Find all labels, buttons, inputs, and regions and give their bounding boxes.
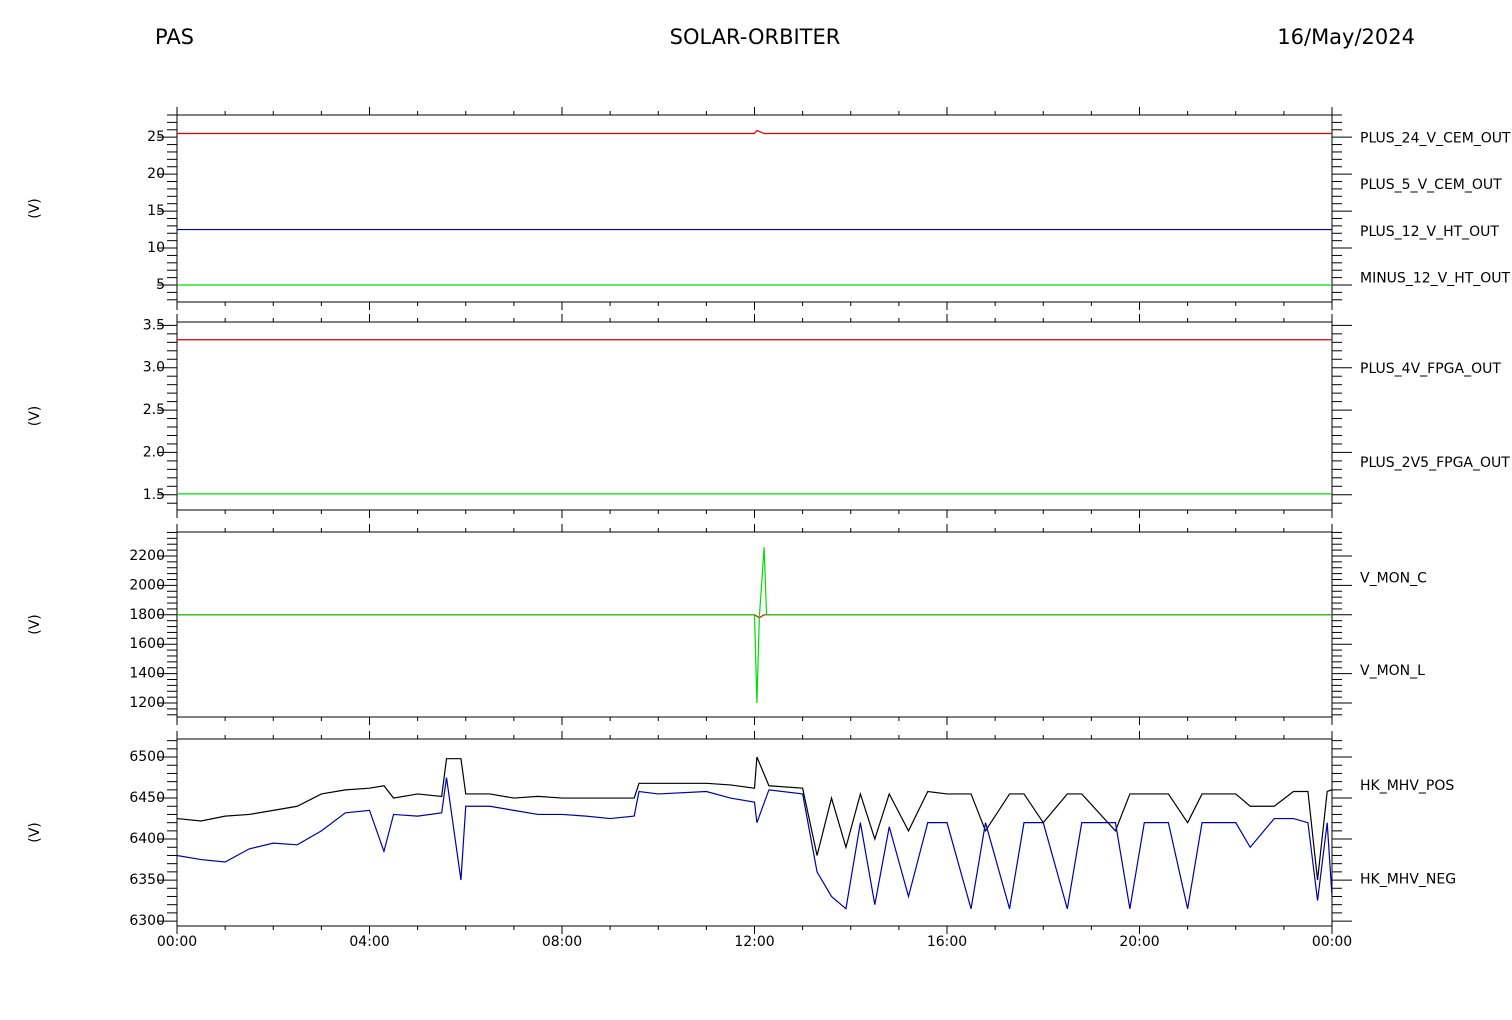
y-tick-label: 2200 [129, 548, 165, 564]
y-tick-label: 6300 [129, 913, 165, 929]
legend-label: MINUS_12_V_HT_OUT [1360, 271, 1511, 287]
y-tick-label: 15 [147, 203, 165, 219]
legend-label: PLUS_2V5_FPGA_OUT [1360, 455, 1510, 471]
y-tick-label: 1.5 [143, 487, 165, 503]
y-tick-label: 6450 [129, 790, 165, 806]
legend-label: PLUS_5_V_CEM_OUT [1360, 177, 1502, 193]
y-tick-label: 1400 [129, 666, 165, 682]
plot-frame [176, 114, 1333, 303]
x-tick-label: 20:00 [1119, 934, 1159, 950]
y-tick-label: 2000 [129, 577, 165, 593]
data-line [177, 756, 1332, 881]
header-title: SOLAR-ORBITER [670, 25, 841, 49]
y-axis-label: (V) [27, 614, 43, 635]
data-line [177, 777, 1332, 910]
y-tick-label: 10 [147, 240, 165, 256]
y-tick-label: 1800 [129, 607, 165, 623]
y-tick-label: 3.5 [143, 317, 165, 333]
data-line [177, 547, 1332, 704]
y-axis-label: (V) [27, 198, 43, 219]
y-tick-label: 6500 [129, 749, 165, 765]
data-line [177, 129, 1332, 135]
y-tick-label: 20 [147, 166, 165, 182]
y-tick-label: 1600 [129, 636, 165, 652]
header-date: 16/May/2024 [1277, 25, 1415, 49]
y-tick-label: 6350 [129, 872, 165, 888]
legend-label: HK_MHV_NEG [1360, 871, 1456, 887]
y-tick-label: 25 [147, 129, 165, 145]
y-tick-label: 3.0 [143, 360, 165, 376]
header-left: PAS [155, 25, 194, 49]
legend-label: V_MON_C [1360, 570, 1427, 586]
legend-label: PLUS_4V_FPGA_OUT [1360, 361, 1501, 377]
legend-label: HK_MHV_POS [1360, 778, 1454, 794]
y-tick-label: 6400 [129, 831, 165, 847]
legend-label: V_MON_L [1360, 663, 1425, 679]
x-tick-label: 12:00 [734, 934, 774, 950]
x-tick-label: 16:00 [927, 934, 967, 950]
y-tick-label: 2.5 [143, 402, 165, 418]
x-tick-label: 04:00 [349, 934, 389, 950]
legend-label: PLUS_24_V_CEM_OUT [1360, 130, 1511, 146]
x-tick-label: 00:00 [157, 934, 197, 950]
y-tick-label: 1200 [129, 695, 165, 711]
plot-frame [176, 321, 1333, 511]
y-tick-label: 2.0 [143, 444, 165, 460]
plot-frame [176, 738, 1333, 927]
y-axis-label: (V) [27, 406, 43, 427]
legend-label: PLUS_12_V_HT_OUT [1360, 224, 1499, 240]
x-tick-label: 08:00 [542, 934, 582, 950]
x-tick-label: 00:00 [1312, 934, 1352, 950]
y-axis-label: (V) [27, 822, 43, 843]
